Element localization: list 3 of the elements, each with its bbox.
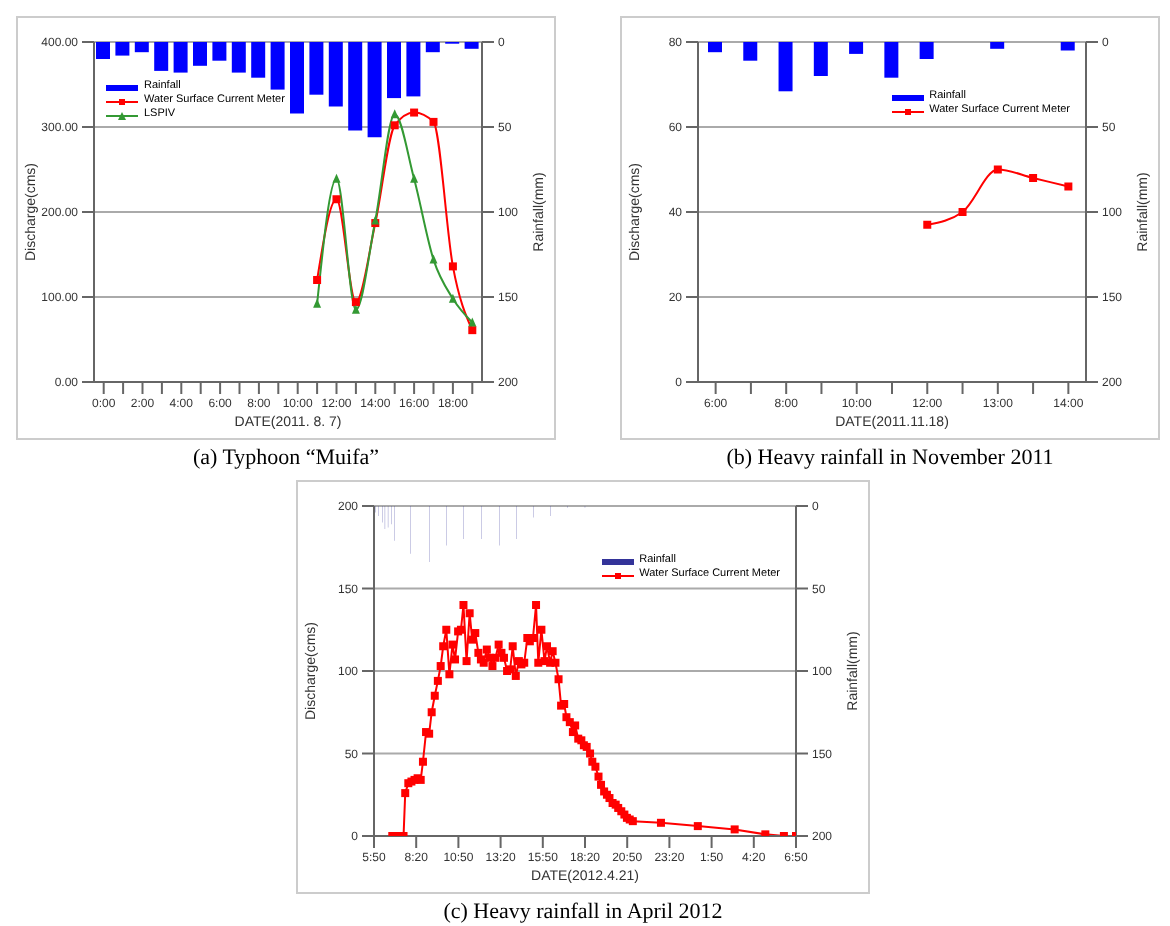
text: (c) Heavy rainfall in April 2012 xyxy=(441,900,725,924)
text: (a) Typhoon “Muifa” xyxy=(190,446,382,470)
text: (b) Heavy rainfall in November 2011 xyxy=(724,446,1056,470)
